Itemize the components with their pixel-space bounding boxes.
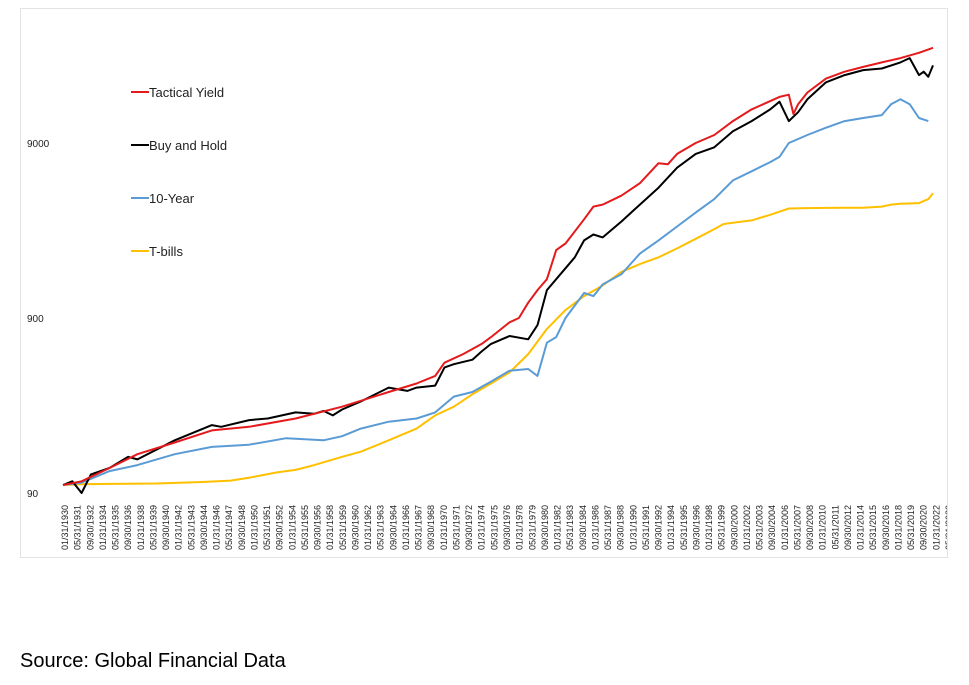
x-tick-label: 05/31/1935 xyxy=(111,505,121,550)
x-tick-label: 05/31/1983 xyxy=(565,505,575,550)
y-tick-label: 90 xyxy=(27,489,39,500)
x-tick-label: 05/31/1971 xyxy=(451,505,461,550)
chart-frame: 90 900 9000 01/31/1930 05/31/1931 09/30/1932… xyxy=(20,8,948,558)
x-tick-label: 01/31/2010 xyxy=(818,505,828,550)
x-tick-label: 01/31/1958 xyxy=(325,505,335,550)
x-tick-label: 05/31/2003 xyxy=(755,505,765,550)
y-axis: 90 900 9000 xyxy=(27,139,50,500)
x-tick-label: 01/31/1954 xyxy=(287,505,297,550)
x-tick-label: 05/31/1955 xyxy=(300,505,310,550)
x-tick-label: 09/30/1964 xyxy=(388,505,398,550)
x-tick-label: 05/31/1991 xyxy=(641,505,651,550)
x-tick-label: 09/30/1996 xyxy=(691,505,701,550)
x-tick-label: 01/31/1998 xyxy=(704,505,714,550)
x-tick-label: 05/31/1943 xyxy=(186,505,196,550)
x-tick-label: 09/30/1988 xyxy=(616,505,626,550)
x-tick-label: 01/31/1942 xyxy=(174,505,184,550)
legend-label: 10-Year xyxy=(149,191,195,206)
x-tick-label: 01/31/2006 xyxy=(780,505,790,550)
x-tick-label: 09/30/2008 xyxy=(805,505,815,550)
x-tick-label: 05/31/1999 xyxy=(717,505,727,550)
x-tick-label: 05/31/2023 xyxy=(944,505,947,550)
x-tick-label: 09/30/2020 xyxy=(919,505,929,550)
x-tick-label: 05/31/2019 xyxy=(906,505,916,550)
x-tick-label: 01/31/1934 xyxy=(98,505,108,550)
x-tick-label: 05/31/1963 xyxy=(376,505,386,550)
x-axis: 01/31/1930 05/31/1931 09/30/1932 01/31/1934… xyxy=(60,505,947,550)
x-tick-label: 05/31/1995 xyxy=(679,505,689,550)
x-tick-label: 09/30/1948 xyxy=(237,505,247,550)
series-line-10-year xyxy=(62,98,929,486)
x-tick-label: 01/31/2002 xyxy=(742,505,752,550)
x-tick-label: 05/31/1931 xyxy=(73,505,83,550)
x-tick-label: 01/31/1982 xyxy=(553,505,563,550)
x-tick-label: 05/31/1967 xyxy=(414,505,424,550)
x-tick-label: 01/31/1950 xyxy=(249,505,259,550)
x-tick-label: 09/30/1940 xyxy=(161,505,171,550)
x-tick-label: 01/31/2022 xyxy=(931,505,941,550)
x-tick-label: 01/31/1966 xyxy=(401,505,411,550)
x-tick-label: 09/30/1952 xyxy=(275,505,285,550)
x-tick-label: 09/30/1968 xyxy=(426,505,436,550)
legend-label: T-bills xyxy=(149,244,183,259)
x-tick-label: 05/31/2011 xyxy=(830,505,840,549)
x-tick-label: 01/31/1994 xyxy=(666,505,676,550)
x-tick-label: 05/31/1951 xyxy=(262,505,272,550)
x-tick-label: 01/31/1990 xyxy=(628,505,638,550)
x-tick-label: 09/30/1936 xyxy=(123,505,133,550)
x-tick-label: 01/31/1962 xyxy=(363,505,373,550)
x-tick-label: 09/30/1944 xyxy=(199,505,209,550)
x-tick-label: 09/30/2016 xyxy=(881,505,891,550)
x-tick-label: 01/31/1986 xyxy=(590,505,600,550)
x-tick-label: 01/31/1978 xyxy=(515,505,525,550)
x-tick-label: 09/30/1992 xyxy=(654,505,664,550)
legend: Tactical Yield Buy and Hold 10-Year T-bills xyxy=(131,85,227,259)
y-tick-label: 9000 xyxy=(27,139,50,150)
source-note: Source: Global Financial Data xyxy=(20,650,286,672)
x-tick-label: 01/31/2018 xyxy=(893,505,903,550)
x-tick-label: 09/30/1976 xyxy=(502,505,512,550)
x-tick-label: 01/31/1930 xyxy=(60,505,70,550)
x-tick-label: 01/31/1970 xyxy=(439,505,449,550)
x-tick-label: 01/31/1938 xyxy=(136,505,146,550)
y-tick-label: 900 xyxy=(27,314,44,325)
x-tick-label: 09/30/2004 xyxy=(767,505,777,550)
x-tick-label: 01/31/1974 xyxy=(477,505,487,550)
x-tick-label: 05/31/2007 xyxy=(792,505,802,550)
x-tick-label: 09/30/2012 xyxy=(843,505,853,550)
legend-label: Tactical Yield xyxy=(149,85,224,100)
x-tick-label: 05/31/1939 xyxy=(148,505,158,550)
x-tick-label: 09/30/1956 xyxy=(313,505,323,550)
x-tick-label: 05/31/1975 xyxy=(489,505,499,550)
x-tick-label: 01/31/1946 xyxy=(212,505,222,550)
x-tick-label: 09/30/1980 xyxy=(540,505,550,550)
legend-label: Buy and Hold xyxy=(149,138,227,153)
x-tick-label: 05/31/1987 xyxy=(603,505,613,550)
x-tick-label: 09/30/2000 xyxy=(729,505,739,550)
x-tick-label: 05/31/2015 xyxy=(868,505,878,550)
x-tick-label: 05/31/1959 xyxy=(338,505,348,550)
series-line-buy-and-hold xyxy=(62,57,934,494)
x-tick-label: 09/30/1984 xyxy=(578,505,588,550)
series-line-t-bills xyxy=(62,192,934,486)
x-tick-label: 05/31/1947 xyxy=(224,505,234,550)
line-chart: 90 900 9000 01/31/1930 05/31/1931 09/30/1932… xyxy=(27,46,947,550)
x-tick-label: 01/31/2014 xyxy=(856,505,866,550)
series-lines xyxy=(62,46,934,494)
x-tick-label: 05/31/1979 xyxy=(527,505,537,550)
x-tick-label: 09/30/1972 xyxy=(464,505,474,550)
series-line-tactical-yield xyxy=(62,46,934,486)
x-tick-label: 09/30/1960 xyxy=(350,505,360,550)
x-tick-label: 09/30/1932 xyxy=(85,505,95,550)
